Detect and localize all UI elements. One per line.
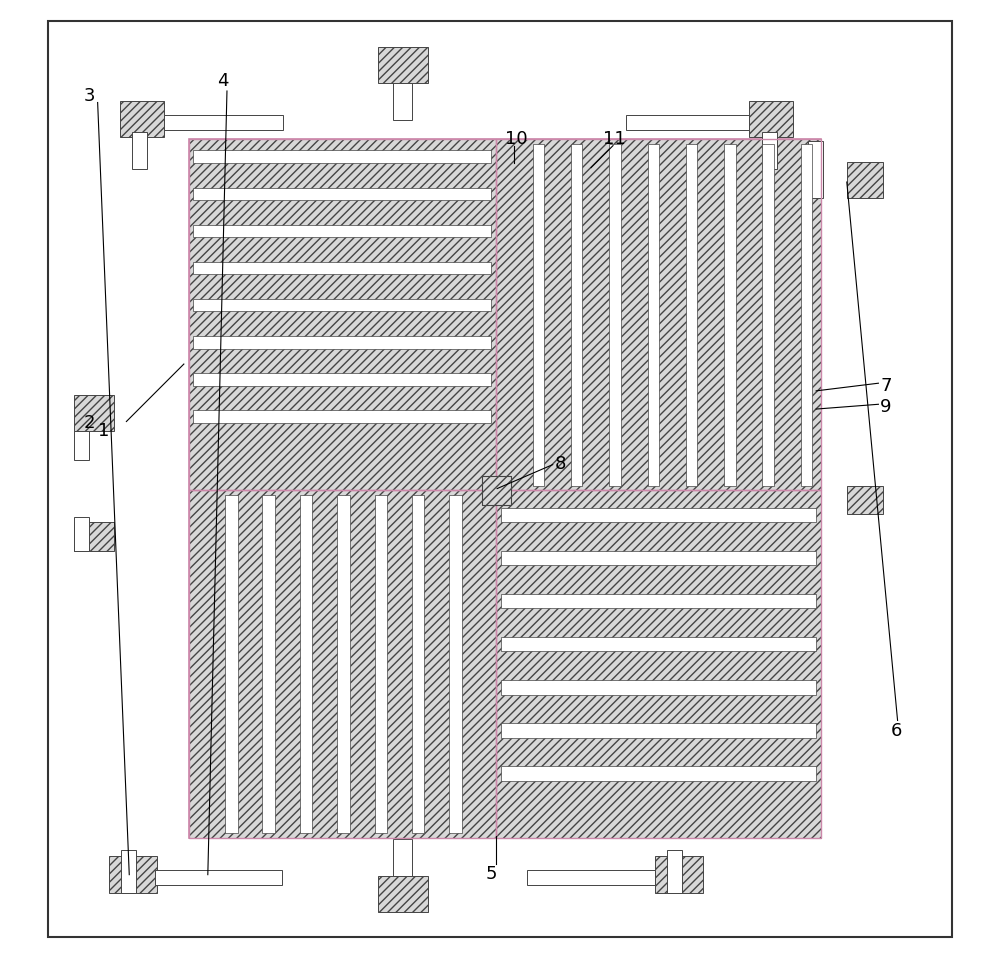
Bar xyxy=(193,188,491,200)
Bar xyxy=(496,490,821,838)
Bar xyxy=(533,144,544,486)
Bar xyxy=(74,517,89,551)
Text: 6: 6 xyxy=(891,721,902,740)
Bar xyxy=(193,410,491,422)
Bar xyxy=(378,876,428,912)
Bar xyxy=(609,144,621,486)
Bar xyxy=(667,850,682,893)
Bar xyxy=(262,495,275,833)
Bar xyxy=(74,431,89,460)
Bar xyxy=(74,395,114,431)
Bar xyxy=(225,495,238,833)
Bar xyxy=(337,495,350,833)
Bar xyxy=(449,495,462,833)
Bar xyxy=(393,83,412,120)
Text: 10: 10 xyxy=(505,129,527,148)
Text: 2: 2 xyxy=(83,414,95,432)
Bar xyxy=(193,299,491,311)
Text: 8: 8 xyxy=(555,455,566,473)
Text: 3: 3 xyxy=(83,86,95,104)
Bar xyxy=(626,115,749,130)
Text: 1: 1 xyxy=(98,422,109,440)
Bar xyxy=(121,850,136,893)
Bar xyxy=(724,144,736,486)
Bar xyxy=(120,101,164,137)
Bar xyxy=(393,839,412,876)
Bar xyxy=(847,486,883,514)
Bar xyxy=(482,476,511,505)
Bar xyxy=(74,522,114,551)
Text: 5: 5 xyxy=(486,865,497,883)
Bar xyxy=(496,139,821,490)
Bar xyxy=(527,870,655,885)
Bar xyxy=(501,551,816,565)
Bar xyxy=(164,115,283,130)
Bar xyxy=(189,490,496,838)
Bar xyxy=(801,144,812,486)
Bar xyxy=(571,144,582,486)
Bar xyxy=(501,637,816,651)
Bar xyxy=(132,132,147,169)
Bar xyxy=(193,150,491,163)
Bar xyxy=(189,139,821,838)
Bar xyxy=(193,374,491,386)
Bar xyxy=(482,476,511,505)
Text: 9: 9 xyxy=(880,398,892,416)
Bar xyxy=(378,47,428,83)
Bar xyxy=(375,495,387,833)
Bar xyxy=(109,856,157,893)
Bar xyxy=(412,495,424,833)
Text: 4: 4 xyxy=(217,72,229,90)
Bar xyxy=(686,144,697,486)
Bar xyxy=(655,856,703,893)
Bar xyxy=(749,101,793,137)
Bar xyxy=(762,132,777,169)
Bar xyxy=(189,139,496,490)
Bar xyxy=(501,508,816,522)
Bar xyxy=(193,336,491,349)
Bar xyxy=(501,594,816,608)
Bar xyxy=(496,139,821,490)
Bar xyxy=(501,680,816,695)
Text: 7: 7 xyxy=(880,376,892,395)
Bar xyxy=(155,870,282,885)
Bar xyxy=(648,144,659,486)
Bar xyxy=(193,225,491,238)
Bar xyxy=(808,141,823,198)
Bar xyxy=(189,139,496,490)
Bar xyxy=(501,766,816,781)
Bar xyxy=(847,162,883,198)
Bar xyxy=(189,490,496,838)
Text: 11: 11 xyxy=(603,129,626,148)
Bar xyxy=(501,723,816,738)
Bar xyxy=(300,495,312,833)
Bar xyxy=(762,144,774,486)
Bar xyxy=(496,490,821,838)
Bar xyxy=(193,262,491,274)
